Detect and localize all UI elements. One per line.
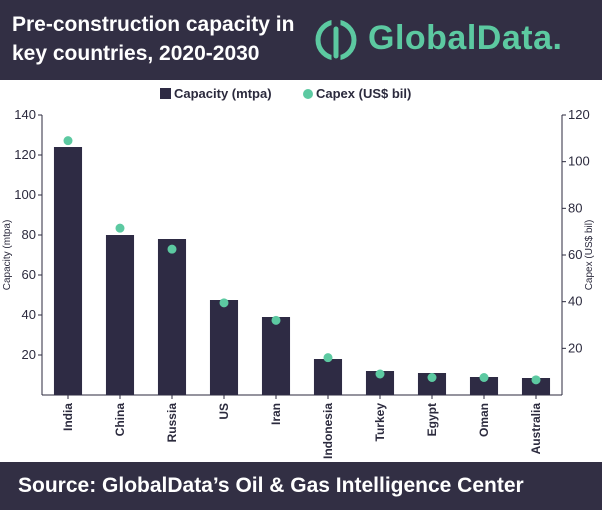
x-tick-label: Russia (165, 403, 179, 443)
legend-bar-swatch (160, 88, 171, 99)
chart-title: Pre-construction capacity in key countri… (12, 13, 295, 65)
legend-item-capacity: Capacity (mtpa) (160, 86, 272, 101)
bar-iran (261, 317, 291, 395)
bar-australia (521, 378, 551, 395)
y2-tick-label: 120 (568, 107, 590, 122)
x-tick-label: Indonesia (321, 403, 335, 459)
logo-wordmark: GlobalData. (368, 19, 563, 57)
capex-point-indonesia (323, 353, 333, 363)
legend-item-capex: Capex (US$ bil) (303, 86, 411, 101)
globaldata-logo: GlobalData. (312, 10, 597, 70)
y-tick-label: 40 (22, 307, 36, 322)
y2-tick-label: 40 (568, 294, 582, 309)
chart-legend: Capacity (mtpa) Capex (US$ bil) (0, 86, 602, 104)
legend-capacity-label: Capacity (mtpa) (174, 86, 272, 101)
y2-tick-label: 60 (568, 247, 582, 262)
y-tick-label: 20 (22, 347, 36, 362)
capex-point-australia (531, 375, 541, 385)
y2-tick-label: 80 (568, 200, 582, 215)
capex-point-turkey (375, 369, 385, 379)
y2-tick-label: 20 (568, 340, 582, 355)
y2-axis-title: Capex (US$ bil) (584, 220, 595, 291)
footer-banner: Source: GlobalData’s Oil & Gas Intellige… (0, 462, 602, 510)
capex-point-us (219, 298, 229, 308)
bar-india (53, 147, 83, 395)
y2-tick-label: 100 (568, 154, 590, 169)
legend-dot-swatch (303, 89, 313, 99)
capex-point-china (115, 223, 125, 233)
globaldata-logo-icon (315, 18, 357, 62)
y-tick-label: 60 (22, 267, 36, 282)
x-tick-label: Australia (529, 403, 543, 455)
x-tick-label: China (113, 403, 127, 437)
bar-russia (157, 239, 187, 395)
y-axis-title: Capacity (mtpa) (2, 220, 13, 291)
x-tick-label: Oman (477, 403, 491, 437)
x-tick-label: India (61, 403, 75, 431)
y-tick-label: 120 (14, 147, 36, 162)
chart-plot: 20 40 60 80 100 120 140 20 40 60 80 100 120 Capacity … (2, 107, 595, 459)
capex-point-egypt (427, 373, 437, 382)
capex-point-iran (271, 315, 281, 325)
capex-point-russia (167, 244, 177, 254)
x-tick-label: Egypt (425, 403, 439, 436)
y-tick-label: 100 (14, 187, 36, 202)
capex-point-oman (479, 373, 489, 382)
x-tick-label: US (217, 403, 231, 420)
bar-egypt (417, 373, 447, 395)
header-banner: Pre-construction capacity in key countri… (0, 0, 602, 80)
bar-china (105, 235, 135, 395)
capex-point-india (63, 136, 73, 146)
bar-oman (469, 377, 499, 395)
source-note: Source: GlobalData’s Oil & Gas Intellige… (18, 474, 524, 497)
x-tick-label: Turkey (373, 403, 387, 442)
bar-us (209, 300, 239, 395)
y-tick-label: 140 (14, 107, 36, 122)
x-tick-label: Iran (269, 403, 283, 425)
y-tick-label: 80 (22, 227, 36, 242)
legend-capex-label: Capex (US$ bil) (316, 86, 412, 101)
bar-indonesia (313, 359, 343, 395)
